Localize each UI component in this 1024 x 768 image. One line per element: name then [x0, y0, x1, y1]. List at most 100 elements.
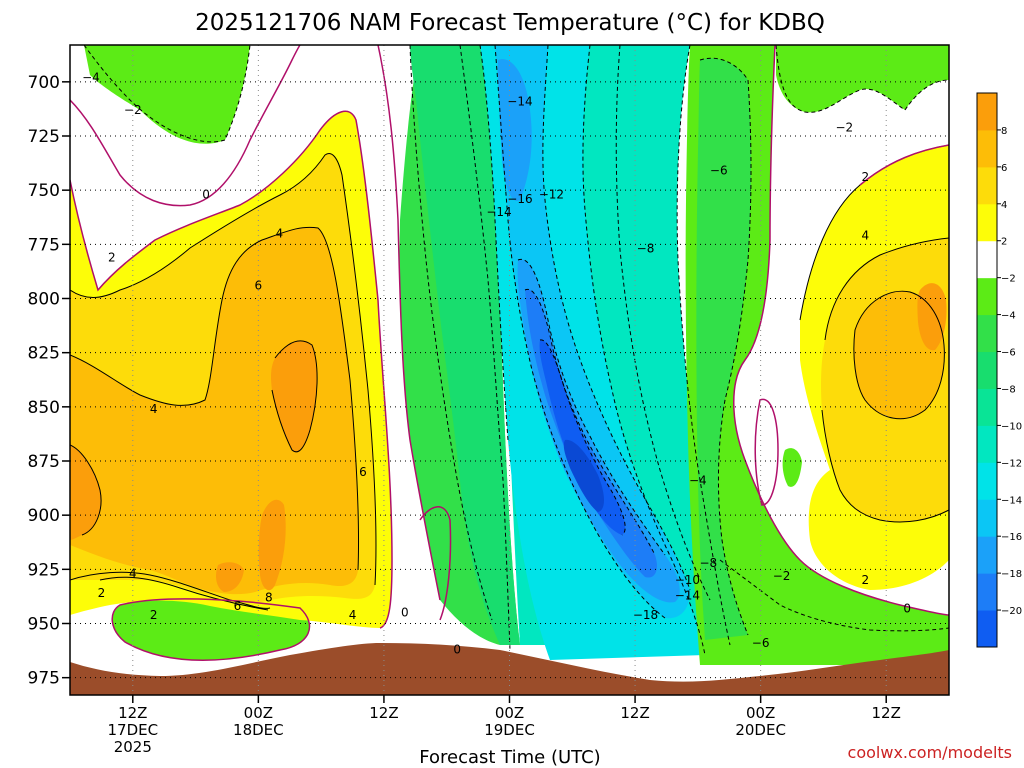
field-dark-blue-cold-core [539, 339, 626, 535]
field-green-lower-left [112, 598, 310, 661]
colorbar-label: −16 [1001, 532, 1022, 543]
colorbar-swatch [977, 314, 997, 353]
contour-label: 4 [150, 402, 158, 416]
colorbar-swatch [977, 388, 997, 426]
contour-label: −10 [675, 573, 700, 587]
x-tick-label: 18DEC [233, 721, 284, 739]
x-tick-label: 12Z [118, 704, 147, 722]
colorbar-label: −20 [1001, 606, 1022, 617]
field-green-right-spot [782, 448, 802, 487]
freezing-contours [70, 45, 949, 661]
dashed-contours [83, 45, 949, 656]
field-green-right-top [776, 45, 949, 113]
field-dark-orange-left [70, 445, 102, 540]
colorbar-frame [976, 92, 998, 648]
contour-label: −6 [710, 164, 728, 178]
field-darkest-blue-cold-core [563, 439, 604, 512]
colorbar-swatch [977, 573, 997, 611]
contour-label: 6 [234, 599, 242, 613]
contour-label: −12 [539, 188, 564, 202]
field-blue-cold [498, 59, 532, 201]
x-tick-label: 20DEC [735, 721, 786, 739]
field-green-topleft [84, 45, 250, 144]
x-tick-label: 19DEC [484, 721, 535, 739]
contour-label: 8 [265, 591, 273, 605]
contour-label: −14 [675, 588, 700, 602]
colorbar-label: −12 [1001, 458, 1022, 469]
contour-label: −4 [82, 71, 100, 85]
contour-label: −14 [486, 205, 511, 219]
contour-label: 2 [108, 250, 116, 264]
x-tick-label: 2025 [114, 738, 152, 756]
contour-label: 2 [861, 170, 869, 184]
contour-label: −14 [507, 94, 532, 108]
colorbar-label: −18 [1001, 569, 1022, 580]
contour-label: −2 [773, 569, 791, 583]
field-medium-blue-cold-core [525, 289, 657, 578]
contour-label: 6 [255, 279, 263, 293]
colorbar-swatch [977, 203, 997, 242]
contour-label: 6 [359, 465, 367, 479]
contour-label: −8 [699, 556, 717, 570]
colorbar-label: −2 [1001, 274, 1016, 285]
colorbar-swatch [977, 610, 997, 648]
field-green-right-band [685, 45, 949, 665]
x-tick-label: 12Z [620, 704, 649, 722]
colorbar-label: 8 [1001, 126, 1007, 137]
contour-label: −16 [507, 192, 532, 206]
y-axis-ticks: 700 725 750 775 800 825 850 875 900 925 950 975 [28, 73, 70, 689]
colorbar-swatch [977, 499, 997, 537]
x-tick-label: 00Z [495, 704, 524, 722]
contour-label: 2 [150, 608, 158, 622]
y-tick-label: 900 [28, 506, 60, 526]
x-tick-label: 12Z [872, 704, 901, 722]
credit-text: coolwx.com/modelts [848, 743, 1012, 762]
contour-label: 0 [202, 188, 210, 202]
y-tick-label: 775 [28, 235, 60, 255]
contour-label: 4 [861, 229, 869, 243]
terrain-fill [70, 643, 949, 695]
temperature-fields [70, 45, 949, 665]
contour-label: 0 [903, 601, 911, 615]
y-tick-label: 825 [28, 344, 60, 364]
colorbar-swatch [977, 240, 997, 279]
colorbar-swatch [977, 425, 997, 463]
colorbar-swatch [977, 129, 997, 168]
x-tick-label: 17DEC [107, 721, 158, 739]
y-tick-label: 700 [28, 73, 60, 93]
y-tick-label: 975 [28, 669, 60, 689]
colorbar-label: −4 [1001, 311, 1016, 322]
contour-label: 0 [401, 606, 409, 620]
contour-label: 4 [275, 227, 283, 241]
contour-label: −4 [689, 474, 707, 488]
y-tick-label: 875 [28, 452, 60, 472]
contour-label: 0 [453, 643, 461, 657]
contour-label: −2 [836, 120, 854, 134]
x-tick-label: 00Z [746, 704, 775, 722]
y-tick-label: 800 [28, 290, 60, 310]
colorbar-label: −8 [1001, 384, 1016, 395]
colorbar-swatch [977, 536, 997, 574]
colorbar-label: 2 [1001, 237, 1007, 248]
contour-label: −18 [633, 608, 658, 622]
x-tick-label: 12Z [369, 704, 398, 722]
colorbar-label: −10 [1001, 421, 1022, 432]
grid-lines [70, 45, 949, 695]
colorbar-label: −14 [1001, 495, 1022, 506]
colorbar-swatch [977, 166, 997, 205]
field-orange-left [70, 227, 359, 595]
colorbar-label: 6 [1001, 163, 1007, 174]
colorbar-label: −6 [1001, 348, 1016, 359]
colorbar-swatch [977, 351, 997, 389]
contour-label: −2 [124, 103, 142, 117]
field-dark-orange-spot [216, 562, 244, 592]
contour-label: 2 [861, 573, 869, 587]
y-tick-label: 950 [28, 615, 60, 635]
field-dark-orange-mid [271, 340, 318, 452]
colorbar-label: 4 [1001, 200, 1007, 211]
chart-title: 2025121706 NAM Forecast Temperature (°C)… [195, 10, 825, 36]
colorbar-swatch [977, 462, 997, 500]
field-dark-orange-low [258, 499, 286, 591]
